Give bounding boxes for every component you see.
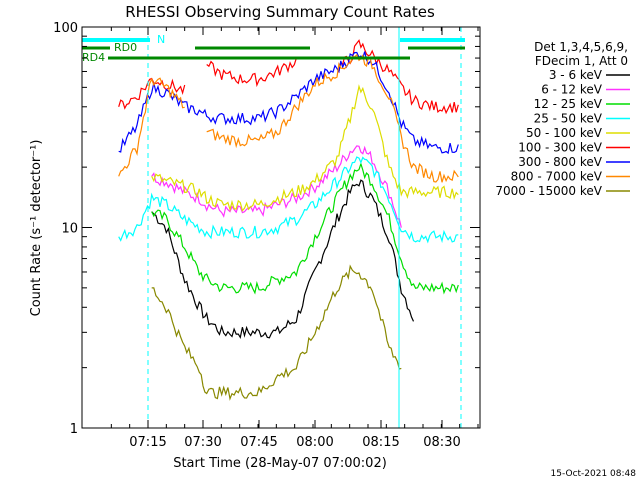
series-line-1 — [151, 145, 402, 228]
plot-frame — [81, 26, 481, 429]
x-tick-label-4: 08:15 — [362, 435, 399, 450]
footer-timestamp: 15-Oct-2021 08:48 — [551, 469, 637, 479]
legend-header-0: Det 1,3,4,5,6,9, — [534, 40, 628, 54]
legend-entry-3: 25 - 50 keV — [534, 112, 603, 126]
y-axis: 1 10 100 — [53, 21, 480, 437]
flag-label-n: N — [157, 33, 165, 46]
series-line-3 — [118, 156, 459, 244]
flag-label-rd4: RD4 — [82, 51, 105, 64]
y-tick-label-2: 100 — [53, 21, 78, 36]
y-tick-label-0: 1 — [70, 422, 78, 437]
legend-entry-1: 6 - 12 keV — [541, 83, 603, 97]
x-axis-label: Start Time (28-May-07 07:00:02) — [173, 456, 387, 471]
series-line-4 — [151, 84, 459, 212]
x-axis: 07:15 07:30 07:45 08:00 08:15 08:30 — [110, 27, 479, 450]
y-tick-label-1: 10 — [61, 222, 78, 237]
x-tick-label-3: 08:00 — [296, 435, 333, 450]
x-tick-label-0: 07:15 — [129, 435, 166, 450]
legend-entry-4: 50 - 100 keV — [526, 126, 603, 140]
x-tick-label-2: 07:45 — [240, 435, 277, 450]
x-tick-label-1: 07:30 — [184, 435, 221, 450]
series-line-7 — [118, 53, 459, 183]
series-line-5 — [118, 39, 459, 115]
series-line-0 — [151, 179, 415, 340]
series-line-6 — [118, 51, 459, 155]
legend-entry-2: 12 - 25 keV — [534, 97, 603, 111]
chart-title: RHESSI Observing Summary Count Rates — [125, 3, 435, 21]
flag-layer: N RD0 RD4 — [81, 27, 465, 428]
series-layer — [118, 39, 459, 401]
series-line-2 — [151, 161, 459, 295]
legend-header-1: FDecim 1, Att 0 — [535, 54, 628, 68]
legend-entry-0: 3 - 6 keV — [549, 68, 603, 82]
legend-entry-8: 7000 - 15000 keV — [495, 184, 602, 198]
legend: Det 1,3,4,5,6,9,FDecim 1, Att 03 - 6 keV… — [495, 40, 630, 198]
legend-entry-7: 800 - 7000 keV — [511, 170, 603, 184]
y-axis-label: Count Rate (s⁻¹ detector⁻¹) — [29, 140, 44, 317]
legend-entry-5: 100 - 300 keV — [518, 141, 602, 155]
legend-entry-6: 300 - 800 keV — [518, 155, 602, 169]
x-tick-label-5: 08:30 — [423, 435, 460, 450]
series-line-8 — [151, 264, 402, 401]
flag-label-rd0: RD0 — [114, 41, 137, 54]
